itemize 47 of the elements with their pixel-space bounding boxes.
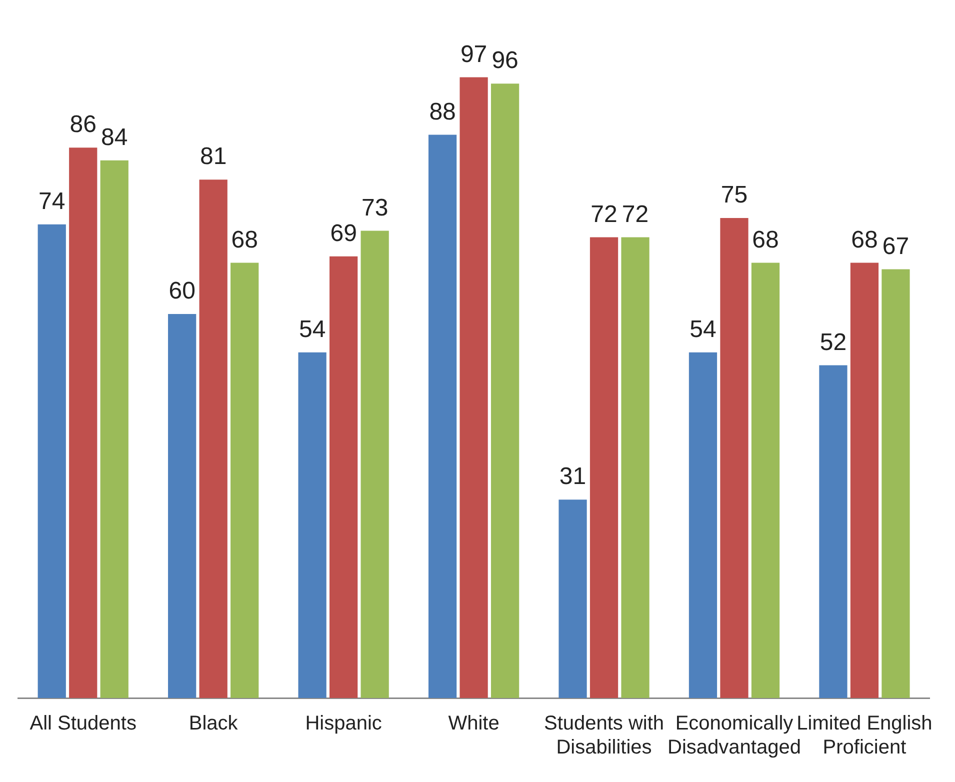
data-label: 75 [720,182,748,209]
x-tick-label: All Students [30,712,136,735]
bar [751,262,780,698]
data-label: 81 [200,143,227,170]
bar [360,230,389,698]
data-label: 68 [231,226,258,254]
bar [199,180,228,698]
bar [882,269,910,698]
bar [168,314,196,698]
bar [100,160,128,698]
data-label: 60 [168,278,196,305]
bar [460,77,488,698]
bar [688,352,718,698]
data-label: 31 [559,463,586,490]
x-tick-label: Hispanic [305,712,382,735]
bar [230,262,259,698]
bar [69,148,98,698]
data-label: 96 [492,47,518,74]
data-label: 88 [429,98,456,126]
x-tick-label: White [448,712,500,735]
x-tick-label: Students with Disabilities [544,712,664,759]
data-label: 73 [361,194,388,222]
data-label: 68 [851,226,878,254]
data-label: 84 [101,124,128,152]
bar [720,218,748,698]
bar [298,352,326,698]
bar [330,256,358,698]
data-label: 54 [298,316,326,344]
data-label: 72 [590,200,618,228]
data-label: 52 [820,328,847,356]
bar [428,134,457,698]
bar [490,84,520,698]
bar [819,365,848,698]
data-label: 67 [882,232,910,260]
x-tick-label: Black [188,712,239,735]
bar [590,237,618,698]
data-label: 69 [330,220,357,248]
data-label: 86 [70,111,96,138]
data-label: 72 [622,200,649,228]
bar [558,500,587,698]
data-label: 97 [460,40,488,68]
data-label: 74 [38,188,66,216]
data-label: 54 [690,316,716,344]
bar [850,262,879,698]
bar [38,224,66,698]
bar [621,237,650,698]
data-label: 68 [752,226,779,254]
